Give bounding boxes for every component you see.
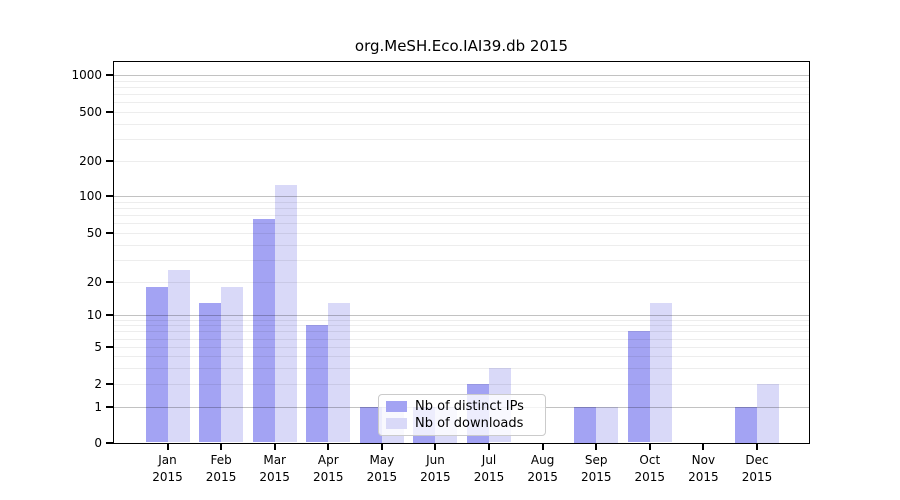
y-tick-label-2: 2: [94, 377, 102, 391]
y-tick-label-1000: 1000: [71, 68, 102, 82]
x-tick-aug: [541, 444, 544, 450]
y-tick-0: [106, 442, 113, 444]
x-tick-sep: [595, 444, 598, 450]
x-tick-label-aug: Aug 2015: [527, 453, 558, 484]
x-tick-label-oct: Oct 2015: [634, 453, 666, 484]
y-tick-label-5: 5: [94, 340, 102, 354]
y-tick-label-100: 100: [79, 189, 102, 203]
legend-label-distinct-ips: Nb of distinct IPs: [415, 399, 524, 414]
y-tick-5: [106, 346, 113, 348]
x-tick-jul: [488, 444, 491, 450]
y-tick-500: [106, 111, 113, 113]
y-tick-label-0: 0: [94, 436, 102, 450]
y-tick-20: [106, 281, 113, 283]
x-tick-label-nov: Nov 2015: [688, 453, 719, 484]
y-tick-label-50: 50: [86, 226, 102, 240]
y-tick-label-1: 1: [94, 400, 102, 414]
y-tick-2: [106, 383, 113, 385]
y-tick-1000: [106, 74, 113, 76]
x-tick-label-jul: Jul 2015: [473, 453, 505, 484]
x-tick-nov: [702, 444, 705, 450]
y-tick-50: [106, 232, 113, 234]
legend-row-distinct-ips: Nb of distinct IPs: [386, 399, 539, 414]
x-tick-feb: [220, 444, 223, 450]
y-tick-200: [106, 160, 113, 162]
y-tick-1: [106, 406, 113, 408]
x-tick-label-dec: Dec 2015: [741, 453, 773, 484]
x-tick-may: [380, 444, 383, 450]
y-tick-label-10: 10: [86, 308, 102, 322]
x-tick-oct: [648, 444, 651, 450]
y-tick-label-500: 500: [79, 105, 102, 119]
legend: Nb of distinct IPs Nb of downloads: [378, 394, 546, 436]
x-tick-label-apr: Apr 2015: [312, 453, 344, 484]
x-tick-label-mar: Mar 2015: [259, 453, 290, 484]
x-tick-label-may: May 2015: [366, 453, 398, 484]
y-tick-100: [106, 195, 113, 197]
y-tick-label-20: 20: [86, 275, 102, 289]
y-tick-10: [106, 314, 113, 316]
chart-title: org.MeSH.Eco.IAI39.db 2015: [354, 37, 569, 55]
x-tick-jan: [166, 444, 169, 450]
legend-swatch-downloads: [386, 418, 407, 429]
y-tick-label-200: 200: [79, 154, 102, 168]
x-tick-label-jun: Jun 2015: [420, 453, 451, 484]
legend-label-downloads: Nb of downloads: [415, 416, 524, 431]
legend-row-downloads: Nb of downloads: [386, 416, 539, 431]
x-tick-label-jan: Jan 2015: [152, 453, 183, 484]
x-tick-dec: [755, 444, 758, 450]
x-tick-jun: [434, 444, 437, 450]
x-tick-label-feb: Feb 2015: [205, 453, 237, 484]
x-tick-label-sep: Sep 2015: [580, 453, 612, 484]
x-tick-mar: [273, 444, 276, 450]
x-tick-apr: [327, 444, 330, 450]
legend-swatch-distinct-ips: [386, 401, 407, 412]
plot-frame: [113, 61, 810, 444]
